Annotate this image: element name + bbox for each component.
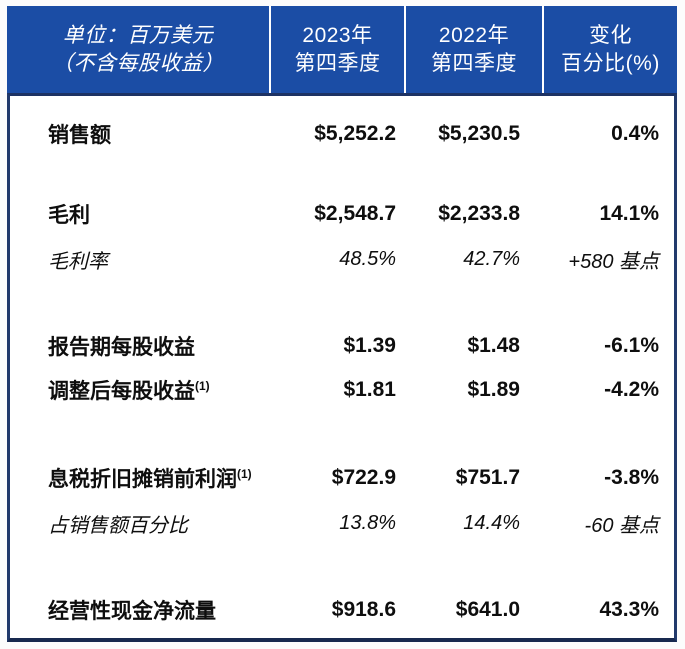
value-change: 14.1% xyxy=(599,202,659,225)
header-change-line1: 变化 xyxy=(589,23,632,47)
table-row-pct-of-sales: 占销售额百分比 13.8% 14.4% -60 基点 xyxy=(10,500,674,546)
header-2023-line2: 第四季度 xyxy=(294,51,381,75)
value-2022: $2,233.8 xyxy=(438,202,520,225)
row-group-spacer xyxy=(10,546,674,588)
header-2023-line1: 2023年 xyxy=(302,23,373,47)
header-2022-line2: 第四季度 xyxy=(431,51,517,75)
value-2022: $641.0 xyxy=(455,598,520,621)
header-2022-line1: 2022年 xyxy=(438,23,510,47)
table-row-ebitda: 息税折旧摊销前利润(1) $722.9 $751.7 -3.8% xyxy=(10,456,674,500)
value-2022: $5,230.5 xyxy=(438,122,520,145)
header-col-change-pct: 变化 百分比(%) xyxy=(544,6,677,93)
table-body: 销售额 $5,252.2 $5,230.5 0.4% 毛利 $2,548.7 $… xyxy=(7,93,677,642)
value-2022: $751.7 xyxy=(455,466,520,489)
value-2023: $722.9 xyxy=(331,466,396,489)
value-2023: $1.39 xyxy=(343,334,396,357)
value-change: -4.2% xyxy=(604,378,659,401)
unit-label-line2: （不含每股收益） xyxy=(52,51,224,75)
value-2023: 48.5% xyxy=(339,247,396,270)
value-2023: $2,548.7 xyxy=(314,202,396,225)
table-row-operating-cash-flow: 经营性现金净流量 $918.6 $641.0 43.3% xyxy=(10,588,674,632)
value-change: 0.4% xyxy=(611,122,659,145)
value-change: -6.1% xyxy=(604,334,659,357)
value-2022: $1.48 xyxy=(467,334,520,357)
header-change-line2: 百分比(%) xyxy=(561,51,660,75)
row-label: 息税折旧摊销前利润 xyxy=(48,468,237,491)
financial-results-table: 单位：百万美元 （不含每股收益） 2023年 第四季度 2022年 第四季度 变… xyxy=(7,6,677,642)
value-change: -3.8% xyxy=(604,466,659,489)
value-2023: $918.6 xyxy=(331,598,396,621)
unit-label-line1: 单位：百万美元 xyxy=(62,23,214,47)
value-change: 43.3% xyxy=(599,598,659,621)
header-col-2022-q4: 2022年 第四季度 xyxy=(406,6,544,93)
value-change: +580 基点 xyxy=(568,250,659,273)
header-col-2023-q4: 2023年 第四季度 xyxy=(271,6,406,93)
value-change: -60 基点 xyxy=(584,514,659,537)
table-row-adjusted-eps: 调整后每股收益(1) $1.81 $1.89 -4.2% xyxy=(10,368,674,412)
row-label: 毛利率 xyxy=(48,250,108,273)
footnote-marker: (1) xyxy=(195,379,210,393)
table-row-reported-eps: 报告期每股收益 $1.39 $1.48 -6.1% xyxy=(10,324,674,368)
row-group-spacer xyxy=(10,282,674,324)
footnote-marker: (1) xyxy=(237,467,252,481)
row-label: 占销售额百分比 xyxy=(48,514,188,537)
row-label: 毛利 xyxy=(48,204,90,227)
row-label: 经营性现金净流量 xyxy=(48,600,216,623)
row-label: 调整后每股收益 xyxy=(48,380,195,403)
table-row-gross-margin: 毛利率 48.5% 42.7% +580 基点 xyxy=(10,236,674,282)
table-header-row: 单位：百万美元 （不含每股收益） 2023年 第四季度 2022年 第四季度 变… xyxy=(7,6,677,93)
row-label: 销售额 xyxy=(48,124,111,147)
header-unit-cell: 单位：百万美元 （不含每股收益） xyxy=(7,6,271,93)
value-2022: 14.4% xyxy=(463,511,520,534)
value-2022: $1.89 xyxy=(467,378,520,401)
value-2023: 13.8% xyxy=(339,511,396,534)
row-group-spacer xyxy=(10,156,674,192)
row-group-spacer xyxy=(10,412,674,456)
table-row-gross-profit: 毛利 $2,548.7 $2,233.8 14.1% xyxy=(10,192,674,236)
value-2023: $5,252.2 xyxy=(314,122,396,145)
table-row-sales: 销售额 $5,252.2 $5,230.5 0.4% xyxy=(10,112,674,156)
value-2023: $1.81 xyxy=(343,378,396,401)
value-2022: 42.7% xyxy=(463,247,520,270)
row-label: 报告期每股收益 xyxy=(48,336,195,359)
